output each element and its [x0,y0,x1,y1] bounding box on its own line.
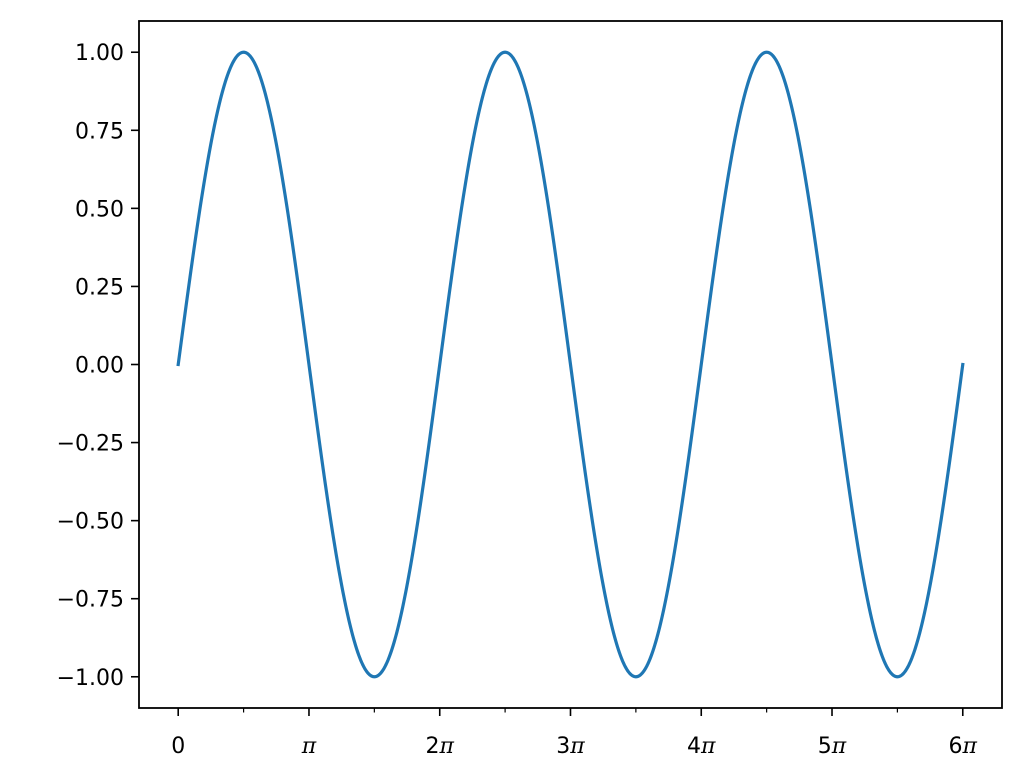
x-tick-label: 3π [556,734,585,759]
x-tick-label: 2π [425,734,454,759]
x-tick-label: 5π [818,734,847,759]
y-tick-label: 0.00 [75,354,124,379]
x-tick-label: 6π [949,734,978,759]
y-tick-label: 0.25 [75,275,124,300]
y-tick-label: −1.00 [57,666,124,691]
y-tick-label: 0.50 [75,197,124,222]
y-tick-label: 1.00 [75,41,124,66]
plot-area: 1.00 0.75 0.50 0.25 0.00 −0.25 −0.50 −0.75 −1.00… [57,20,1003,759]
x-tick-label: 0 [171,734,185,759]
y-tick-label: 0.75 [75,119,124,144]
y-tick-label: −0.25 [57,432,124,457]
y-tick-label: −0.75 [57,588,124,613]
y-tick-label: −0.50 [57,510,124,535]
x-tick-label: π [301,734,317,759]
series-line-0 [176,50,965,679]
x-tick-label: 4π [687,734,716,759]
